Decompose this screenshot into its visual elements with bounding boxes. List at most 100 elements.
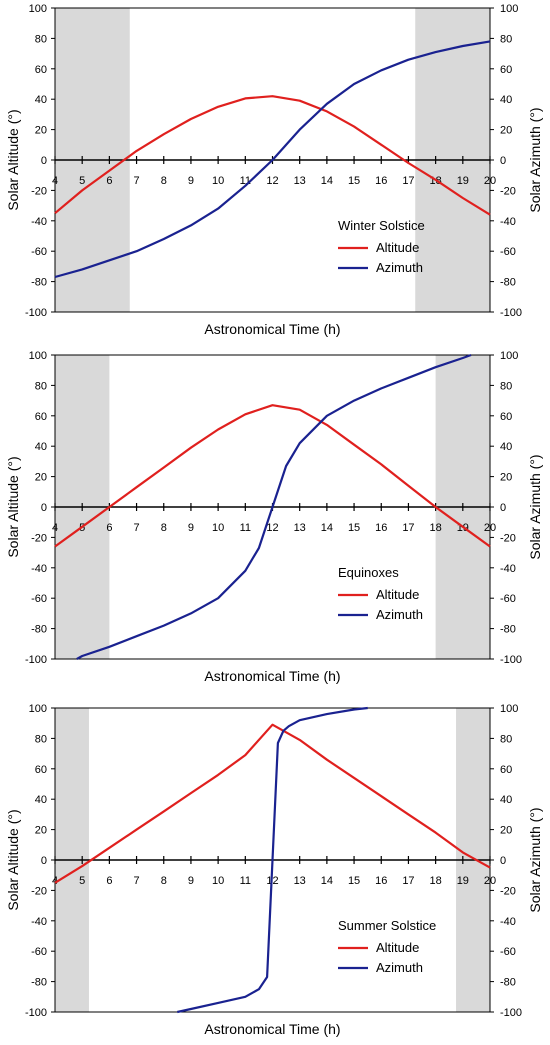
y-tick-label-left: -100 bbox=[25, 307, 47, 319]
x-tick-label: 10 bbox=[212, 522, 224, 534]
y-tick-label-left: -100 bbox=[25, 1007, 47, 1019]
y-axis-label-right: Solar Azimuth (°) bbox=[527, 454, 543, 559]
legend-entry: Altitude bbox=[376, 940, 419, 955]
y-tick-label-left: 80 bbox=[35, 380, 47, 392]
series-line-azimuth bbox=[54, 40, 491, 279]
y-tick-label-left: 40 bbox=[35, 94, 47, 106]
y-tick-label-left: -40 bbox=[31, 216, 47, 228]
y-tick-label-right: 20 bbox=[500, 472, 512, 484]
x-tick-label: 11 bbox=[240, 875, 251, 887]
y-tick-label-left: 60 bbox=[35, 764, 47, 776]
y-tick-label-right: 40 bbox=[500, 441, 512, 453]
y-tick-label-left: -40 bbox=[31, 563, 47, 575]
y-tick-label-left: 20 bbox=[35, 825, 47, 837]
x-tick-label: 6 bbox=[106, 522, 112, 534]
chart-winter-solstice: -100 -100 -80 -80 -60 -60 -40 -40 -20 -20 0 0 20 20 40… bbox=[0, 0, 550, 345]
x-tick-label: 20 bbox=[484, 875, 496, 887]
y-tick-label-left: -20 bbox=[31, 532, 47, 544]
x-tick-label: 5 bbox=[79, 875, 85, 887]
chart-svg: -100 -100 -80 -80 -60 -60 -40 -40 -20 -20 0 0 20 20 40… bbox=[5, 350, 543, 684]
y-tick-label-right: 0 bbox=[500, 155, 506, 167]
x-tick-label: 17 bbox=[402, 522, 414, 534]
x-tick-label: 15 bbox=[348, 522, 360, 534]
y-tick-label-right: -60 bbox=[500, 593, 516, 605]
legend-title: Summer Solstice bbox=[338, 918, 436, 933]
x-tick-label: 10 bbox=[212, 875, 224, 887]
x-tick-label: 17 bbox=[402, 175, 414, 187]
y-tick-label-left: 100 bbox=[29, 350, 47, 362]
x-tick-label: 9 bbox=[188, 175, 194, 187]
y-tick-label-right: 20 bbox=[500, 125, 512, 137]
y-tick-label-left: 60 bbox=[35, 64, 47, 76]
x-tick-label: 14 bbox=[321, 875, 333, 887]
y-axis-label-right: Solar Azimuth (°) bbox=[527, 807, 543, 912]
y-tick-label-left: 40 bbox=[35, 441, 47, 453]
y-tick-label-right: -80 bbox=[500, 624, 516, 636]
x-tick-label: 7 bbox=[134, 522, 140, 534]
y-tick-label-left: -60 bbox=[31, 946, 47, 958]
y-tick-label-left: -60 bbox=[31, 593, 47, 605]
y-tick-label-left: -40 bbox=[31, 916, 47, 928]
y-tick-label-right: 100 bbox=[500, 350, 518, 362]
y-tick-label-left: -80 bbox=[31, 277, 47, 289]
x-tick-label: 20 bbox=[484, 175, 496, 187]
x-tick-label: 4 bbox=[52, 175, 58, 187]
x-tick-label: 4 bbox=[52, 522, 58, 534]
y-tick-label-right: 80 bbox=[500, 33, 512, 45]
y-tick-label-right: 80 bbox=[500, 380, 512, 392]
x-tick-label: 18 bbox=[430, 875, 442, 887]
x-tick-label: 8 bbox=[161, 175, 167, 187]
x-tick-label: 14 bbox=[321, 175, 333, 187]
x-tick-label: 9 bbox=[188, 875, 194, 887]
x-tick-label: 13 bbox=[294, 522, 306, 534]
chart-summer-solstice: -100 -100 -80 -80 -60 -60 -40 -40 -20 -20 0 0 20 20 40… bbox=[0, 700, 550, 1045]
y-tick-label-left: -60 bbox=[31, 246, 47, 258]
x-tick-label: 16 bbox=[375, 522, 387, 534]
y-tick-label-right: -40 bbox=[500, 563, 516, 575]
x-tick-label: 20 bbox=[484, 522, 496, 534]
x-tick-label: 16 bbox=[375, 875, 387, 887]
x-tick-label: 8 bbox=[161, 875, 167, 887]
legend-entry: Altitude bbox=[376, 240, 419, 255]
y-tick-label-right: -60 bbox=[500, 246, 516, 258]
y-tick-label-left: -20 bbox=[31, 885, 47, 897]
x-tick-label: 15 bbox=[348, 875, 360, 887]
x-tick-label: 13 bbox=[294, 875, 306, 887]
x-tick-label: 8 bbox=[161, 522, 167, 534]
legend-entry: Altitude bbox=[376, 587, 419, 602]
y-tick-label-right: 20 bbox=[500, 825, 512, 837]
legend-entry: Azimuth bbox=[376, 260, 423, 275]
y-tick-label-right: 60 bbox=[500, 64, 512, 76]
series-line-altitude bbox=[54, 95, 491, 216]
series-line-altitude bbox=[54, 723, 491, 884]
series-line-altitude bbox=[54, 404, 491, 548]
legend-entry: Azimuth bbox=[376, 607, 423, 622]
y-axis-label-left: Solar Altitude (°) bbox=[5, 456, 21, 557]
x-tick-label: 13 bbox=[294, 175, 306, 187]
x-tick-label: 10 bbox=[212, 175, 224, 187]
y-tick-label-right: -20 bbox=[500, 185, 516, 197]
y-tick-label-left: 100 bbox=[29, 703, 47, 715]
y-tick-label-right: 100 bbox=[500, 703, 518, 715]
x-tick-label: 7 bbox=[134, 175, 140, 187]
chart-svg: -100 -100 -80 -80 -60 -60 -40 -40 -20 -20 0 0 20 20 40… bbox=[5, 3, 543, 337]
x-tick-label: 16 bbox=[375, 175, 387, 187]
y-tick-label-right: -60 bbox=[500, 946, 516, 958]
x-axis-label: Astronomical Time (h) bbox=[204, 1021, 340, 1037]
x-axis-label: Astronomical Time (h) bbox=[204, 668, 340, 684]
x-tick-label: 15 bbox=[348, 175, 360, 187]
y-tick-label-left: 0 bbox=[41, 855, 47, 867]
x-tick-label: 12 bbox=[266, 522, 278, 534]
y-tick-label-right: -20 bbox=[500, 885, 516, 897]
series-line-azimuth bbox=[76, 353, 472, 660]
x-tick-label: 4 bbox=[52, 875, 58, 887]
y-tick-label-right: 60 bbox=[500, 411, 512, 423]
x-tick-label: 9 bbox=[188, 522, 194, 534]
x-tick-label: 19 bbox=[457, 875, 469, 887]
y-tick-label-right: -100 bbox=[500, 654, 522, 666]
y-tick-label-left: -80 bbox=[31, 977, 47, 989]
y-tick-label-right: 80 bbox=[500, 733, 512, 745]
x-axis-label: Astronomical Time (h) bbox=[204, 321, 340, 337]
series-line-azimuth bbox=[177, 706, 368, 1014]
y-tick-label-left: 0 bbox=[41, 502, 47, 514]
